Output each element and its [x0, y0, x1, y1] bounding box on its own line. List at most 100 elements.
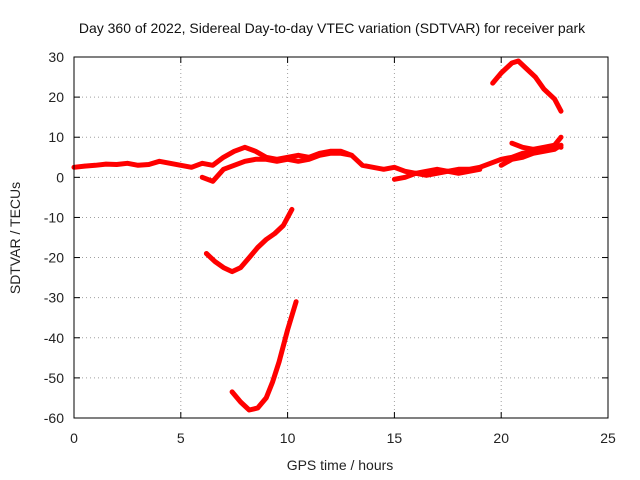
x-axis-label: GPS time / hours [287, 457, 394, 473]
data-point [125, 161, 130, 166]
data-point [221, 155, 226, 160]
data-point [456, 167, 461, 172]
data-point [238, 399, 243, 405]
data-point [456, 171, 461, 176]
y-tick-label: -30 [44, 290, 64, 306]
data-point [499, 163, 504, 168]
data-point [445, 169, 450, 174]
data-point [413, 171, 418, 176]
data-point [392, 165, 397, 170]
data-point [349, 153, 354, 158]
data-point [531, 147, 536, 152]
data-point [509, 141, 515, 146]
data-point [306, 157, 312, 162]
data-point [199, 175, 205, 180]
data-point [558, 145, 564, 150]
data-point [246, 255, 252, 260]
data-point [499, 70, 504, 76]
data-point [381, 167, 386, 172]
y-tick-label: 10 [48, 129, 64, 145]
data-point [270, 379, 275, 385]
data-point [242, 145, 248, 150]
data-point [221, 167, 226, 172]
data-point [146, 162, 151, 167]
data-point [135, 163, 141, 168]
data-point [221, 265, 226, 270]
data-point [402, 169, 408, 174]
data-point [296, 153, 301, 158]
data-point [255, 405, 260, 411]
x-tick-label: 5 [177, 430, 185, 446]
y-tick-label: -20 [44, 250, 64, 266]
data-point [114, 162, 119, 167]
data-point [402, 175, 408, 180]
data-point [178, 163, 183, 168]
data-point [434, 167, 440, 172]
data-point [533, 74, 538, 80]
data-point [272, 231, 277, 236]
data-point [103, 161, 109, 167]
data-point [296, 159, 301, 164]
data-point [82, 163, 87, 169]
y-tick-label: 0 [56, 169, 64, 185]
data-point [212, 259, 218, 264]
data-point [232, 163, 237, 168]
data-point [516, 58, 521, 64]
data-point [392, 177, 397, 182]
data-point [434, 171, 440, 176]
data-point [264, 157, 269, 162]
data-point [541, 149, 547, 154]
series-layer [71, 58, 564, 413]
y-tick-label: -10 [44, 209, 64, 225]
data-point [285, 157, 290, 162]
data-point [199, 161, 205, 166]
data-point [360, 163, 365, 168]
chart-title: Day 360 of 2022, Sidereal Day-to-day VTE… [79, 20, 586, 36]
data-point [477, 167, 483, 172]
data-point [229, 389, 235, 395]
data-point [524, 66, 530, 72]
data-point [276, 359, 282, 365]
data-point [93, 163, 98, 168]
data-point [424, 169, 429, 174]
data-point [204, 251, 209, 256]
data-point [274, 159, 280, 164]
x-tick-label: 0 [70, 430, 78, 446]
data-point [499, 157, 504, 162]
y-tick-label: 20 [48, 89, 64, 105]
data-point [541, 86, 547, 92]
data-point [157, 159, 162, 164]
data-point [520, 155, 525, 160]
tick-layer: 0 5 10 15 20 25 -60 -50 -40 -30 -20 -10 0 10 20 30 [44, 49, 616, 446]
data-point [253, 149, 258, 154]
data-point [264, 237, 269, 242]
data-point [328, 151, 333, 156]
data-point [558, 108, 564, 114]
x-tick-label: 10 [280, 430, 296, 446]
data-point [246, 407, 252, 413]
data-point [490, 80, 495, 86]
data-point [210, 179, 216, 184]
data-point [289, 207, 295, 212]
data-point [232, 149, 237, 154]
data-point [242, 159, 248, 164]
y-tick-label: -40 [44, 330, 64, 346]
data-point [255, 245, 260, 250]
grid-layer [74, 57, 608, 418]
data-point [520, 145, 525, 150]
data-point [264, 395, 269, 401]
data-point [189, 165, 194, 170]
data-point [253, 157, 258, 162]
data-point [281, 223, 286, 228]
data-point [338, 151, 344, 156]
data-point [424, 173, 429, 178]
x-tick-label: 15 [387, 430, 403, 446]
data-point [285, 327, 290, 332]
y-tick-label: 30 [48, 49, 64, 65]
data-point [558, 135, 564, 140]
y-axis-label: SDTVAR / TECUs [7, 182, 23, 294]
data-point [552, 96, 557, 102]
data-point [552, 143, 557, 148]
